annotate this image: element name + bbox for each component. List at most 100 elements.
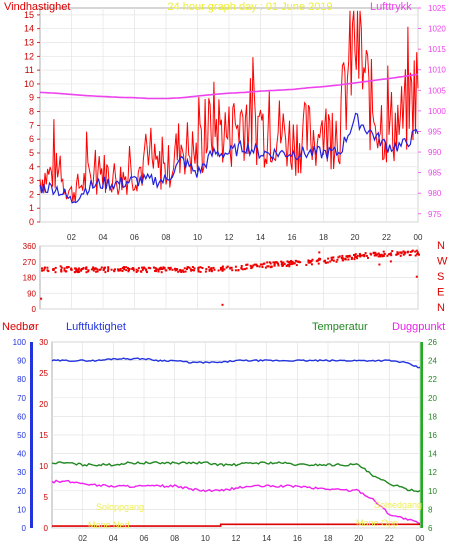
direction-point [223,268,226,271]
direction-point [383,252,386,255]
direction-point [344,258,347,261]
direction-point [188,266,191,269]
pressure-tick-label: 985 [428,169,442,178]
direction-point [409,250,412,253]
time-tick-label: 06 [140,534,149,543]
direction-point [193,269,195,272]
direction-point [252,264,255,267]
direction-point [273,264,276,267]
humidity-panel-grid [52,341,421,529]
direction-point [311,258,314,261]
direction-point [382,250,385,253]
humidity-axis: 0 5 10 15 20 25 30 [39,338,48,533]
direction-point [65,270,68,273]
direction-point [310,263,313,266]
dewpoint-label: Duggpunkt [392,321,445,333]
direction-point [183,267,186,270]
time-tick-label: 04 [109,534,118,543]
direction-point [367,256,369,259]
temperature-label: Temperatur [312,321,368,333]
direction-point [96,270,99,273]
direction-point [268,261,271,264]
compass-label: W [437,256,448,268]
direction-point [269,266,272,269]
time-tick-label: 20 [354,534,363,543]
direction-point [379,255,382,258]
direction-point [417,252,420,255]
direction-point [59,265,62,268]
direction-point [127,267,129,270]
direction-point [107,266,110,269]
direction-point [81,268,83,270]
direction-point [82,267,85,270]
direction-point [135,268,138,271]
direction-point [266,261,269,264]
direction-point [379,254,381,256]
direction-point [391,250,394,253]
direction-point [114,268,116,271]
direction-point [273,261,276,264]
rain-tick-label: 30 [17,468,26,477]
sunrise-label: Soloppgang [96,502,144,512]
direction-point [404,251,407,254]
direction-point [141,268,144,271]
direction-point [381,255,384,258]
temperature-line [51,460,421,493]
direction-point [197,270,200,273]
direction-point [199,270,202,273]
direction-point [297,261,300,264]
time-tick-label: 14 [256,233,265,242]
pressure-axis: 975 980 985 990 995 1000 1005 1010 1015 1020 1025 [418,4,446,219]
direction-point [305,263,308,266]
direction-point [372,252,375,255]
direction-point [291,262,294,265]
direction-point [245,267,248,270]
time-tick-label: 08 [170,534,179,543]
direction-point [358,252,361,255]
wind-tick-label: 11 [25,65,34,75]
time-tick-label: 18 [324,534,333,543]
direction-point [414,250,417,253]
direction-point [376,253,379,256]
direction-point [85,266,88,269]
direction-point [370,253,373,256]
direction-point [335,260,338,263]
direction-point [207,266,210,269]
pressure-line [39,73,419,100]
direction-point [125,269,128,272]
direction-point [395,253,398,256]
temperature-tick-label: 12 [428,468,437,477]
direction-point [92,266,95,269]
direction-point [197,269,200,272]
wind-tick-label: 5 [29,148,34,158]
direction-point [324,259,326,262]
direction-point [70,267,73,270]
direction-point [60,266,63,269]
direction-point [87,269,90,272]
time-tick-label: 08 [162,233,171,242]
time-axis-top: 02 04 06 08 10 12 14 16 18 20 22 00 [67,233,423,242]
direction-point [182,270,185,273]
direction-point [341,259,344,262]
direction-point [261,263,264,266]
direction-point [201,267,204,269]
direction-point [347,255,350,258]
time-tick-label: 12 [232,534,241,543]
direction-point [221,269,224,272]
wind-tick-label: 12 [24,51,34,61]
direction-point [90,268,93,271]
time-tick-label: 18 [319,233,328,242]
direction-point [237,269,240,271]
direction-point [118,268,120,271]
direction-point [184,270,187,273]
direction-point [380,253,383,256]
pressure-tick-label: 990 [428,148,442,157]
direction-point [113,270,116,273]
rain-tick-label: 0 [22,524,27,533]
dewpoint-line [51,479,421,525]
direction-point [288,263,291,266]
direction-point [193,267,196,270]
pressure-tick-label: 975 [428,210,442,219]
humidity-tick-label: 5 [44,493,49,502]
